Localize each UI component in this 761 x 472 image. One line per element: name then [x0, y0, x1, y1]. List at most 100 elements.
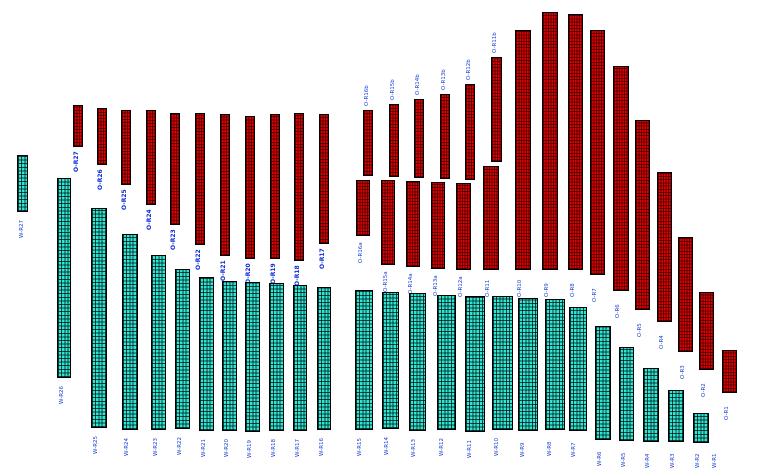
south-label-W-R5: W-R5: [621, 452, 627, 467]
south-row-W-R7: [569, 307, 587, 431]
north-row-O-R13b: [440, 94, 450, 179]
north-label-O-R24: O-R24: [146, 209, 153, 230]
north-row-O-R5: [635, 120, 650, 310]
south-label-W-R16: W-R16: [319, 437, 325, 456]
north-label-O-R11b: O-R11b: [492, 32, 498, 53]
south-row-W-R14: [382, 292, 399, 429]
north-label-O-R16b: O-R16b: [364, 85, 370, 106]
south-label-W-R22: W-R22: [177, 436, 183, 455]
south-row-W-R12: [437, 295, 456, 430]
south-label-W-R2: W-R2: [695, 453, 701, 468]
north-label-O-R7: O-R7: [592, 288, 598, 302]
north-row-O-R12b: [465, 84, 475, 180]
north-row-O-R17: [319, 114, 329, 244]
north-row-O-R4: [657, 172, 672, 322]
north-row-O-R2: [699, 292, 714, 370]
south-label-W-R14: W-R14: [384, 436, 390, 455]
north-label-O-R6: O-R6: [615, 304, 621, 318]
north-row-O-R26: [97, 108, 107, 165]
north-label-O-R13a: O-R13a: [433, 275, 439, 296]
north-row-O-R19: [270, 114, 280, 259]
south-row-W-R15: [355, 290, 373, 430]
north-row-O-R20: [245, 116, 255, 259]
north-row-O-R14b: [414, 99, 424, 178]
north-label-O-R1: O-R1: [724, 406, 730, 420]
south-row-W-R4: [643, 368, 659, 442]
north-row-O-R23: [170, 113, 180, 225]
south-label-W-R18: W-R18: [271, 438, 277, 457]
north-label-O-R22: O-R22: [195, 249, 202, 270]
north-row-O-R13a: [431, 182, 445, 269]
south-label-W-R24: W-R24: [124, 437, 130, 456]
north-label-O-R10: O-R10: [517, 279, 523, 297]
south-label-W-R6: W-R6: [597, 451, 603, 466]
south-row-W-R10: [492, 296, 513, 430]
north-row-O-R21: [220, 114, 230, 256]
north-row-O-R1: [722, 350, 737, 393]
south-row-W-R20: [222, 281, 237, 431]
north-row-O-R15b: [389, 104, 399, 177]
north-label-O-R4: O-R4: [659, 335, 665, 349]
south-label-W-R23: W-R23: [153, 437, 159, 456]
north-row-O-R11b: [491, 57, 502, 162]
south-row-W-R21: [199, 277, 214, 431]
north-label-O-R3: O-R3: [680, 365, 686, 379]
north-label-O-R14b: O-R14b: [415, 74, 421, 95]
south-label-W-R21: W-R21: [201, 438, 207, 457]
south-row-W-R23: [151, 255, 166, 430]
south-label-W-R1: W-R1: [712, 453, 718, 468]
south-row-W-R19: [245, 282, 260, 432]
north-row-O-R6: [613, 66, 629, 291]
north-row-O-R11: [483, 166, 499, 270]
south-label-W-R25: W-R25: [93, 435, 99, 454]
north-label-O-R9: O-R9: [544, 283, 550, 297]
north-label-O-R14a: O-R14a: [408, 273, 414, 294]
north-label-O-R27: O-R27: [73, 151, 80, 172]
south-label-W-R9: W-R9: [520, 442, 526, 457]
south-label-W-R20: W-R20: [224, 438, 230, 457]
south-row-W-R26: [57, 178, 71, 378]
south-row-W-R17: [293, 285, 307, 431]
north-label-O-R13b: O-R13b: [441, 69, 447, 90]
south-label-W-R8: W-R8: [547, 441, 553, 456]
north-label-O-R5: O-R5: [637, 323, 643, 337]
north-row-O-R24: [146, 110, 156, 205]
north-row-O-R22: [195, 113, 205, 245]
north-label-O-R19: O-R19: [270, 263, 277, 284]
south-row-W-R8: [545, 299, 565, 430]
south-label-W-R11: W-R11: [467, 439, 473, 458]
north-row-O-R7: [590, 30, 605, 275]
north-row-O-R15a: [381, 180, 395, 265]
north-row-O-R18: [294, 113, 304, 261]
south-row-W-R13: [409, 293, 426, 431]
south-label-W-R7: W-R7: [571, 442, 577, 457]
south-label-W-R15: W-R15: [357, 437, 363, 456]
north-label-O-R16a: O-R16a: [358, 242, 364, 263]
south-row-W-R6: [595, 326, 611, 440]
north-label-O-R20: O-R20: [245, 263, 252, 284]
north-label-O-R23: O-R23: [170, 229, 177, 250]
north-row-O-R14a: [406, 181, 420, 267]
south-row-W-R22: [175, 269, 190, 429]
south-label-W-R26: W-R26: [59, 385, 65, 404]
south-row-W-R27: [17, 155, 28, 212]
north-row-O-R3: [678, 237, 693, 352]
north-row-O-R27: [73, 105, 83, 147]
south-label-W-R12: W-R12: [439, 437, 445, 456]
north-label-O-R15a: O-R15a: [383, 271, 389, 292]
north-row-O-R9: [542, 12, 558, 270]
north-label-O-R12b: O-R12b: [466, 59, 472, 80]
south-label-W-R27: W-R27: [19, 219, 25, 238]
south-row-W-R9: [518, 298, 538, 431]
south-label-W-R13: W-R13: [411, 438, 417, 457]
north-label-O-R26: O-R26: [97, 169, 104, 190]
north-label-O-R21: O-R21: [220, 260, 227, 281]
south-label-W-R17: W-R17: [295, 438, 301, 457]
south-row-W-R11: [465, 296, 485, 432]
south-label-W-R10: W-R10: [494, 437, 500, 456]
north-label-O-R12a: O-R12a: [458, 276, 464, 297]
south-row-W-R16: [317, 287, 331, 430]
north-row-O-R16b: [363, 110, 373, 176]
north-label-O-R17: O-R17: [319, 248, 326, 269]
